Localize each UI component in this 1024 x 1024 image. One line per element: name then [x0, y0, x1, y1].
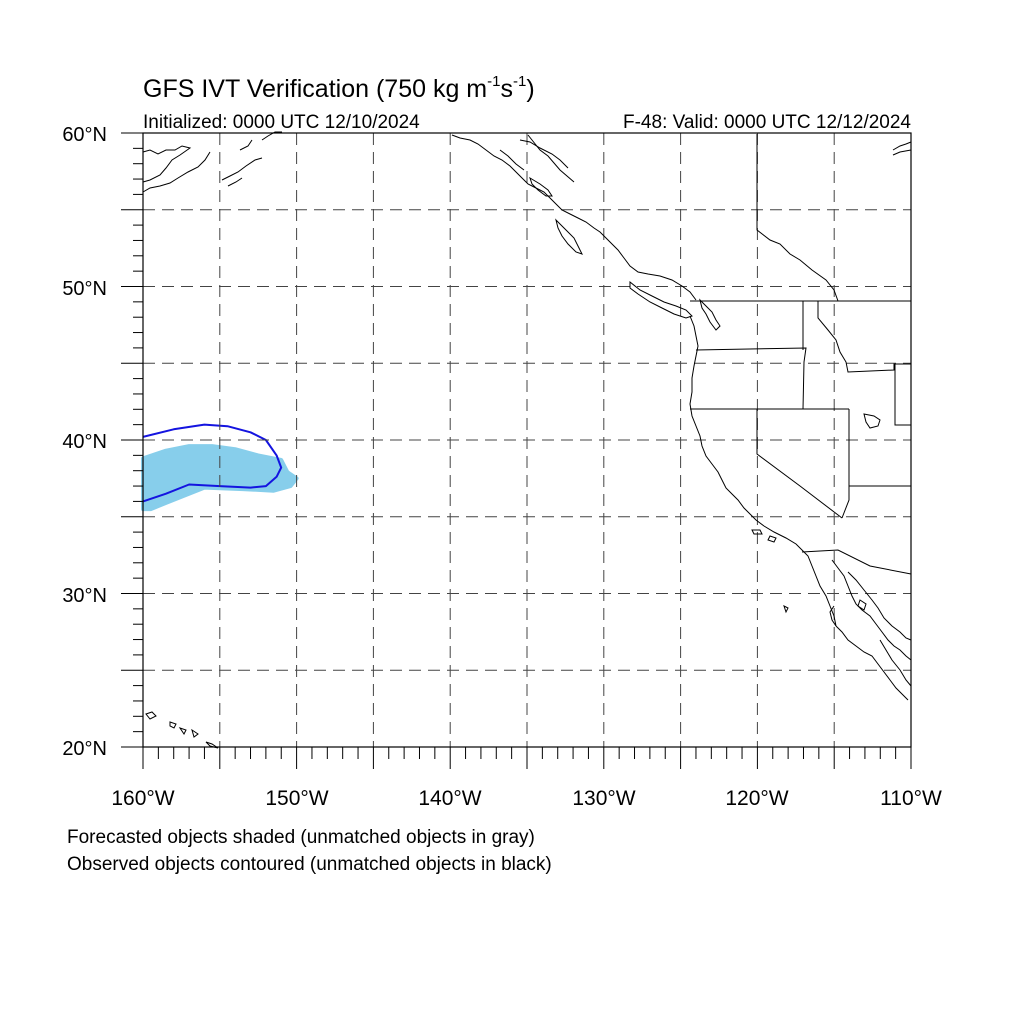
legend-forecast-note: Forecasted objects shaded (unmatched obj…	[67, 827, 535, 848]
lon-label-150w: 150°W	[265, 787, 328, 810]
political-borders	[527, 134, 912, 575]
lon-label-160w: 160°W	[111, 787, 174, 810]
graticule	[143, 133, 911, 747]
legend-observed-note: Observed objects contoured (unmatched ob…	[67, 854, 552, 875]
lon-label-120w: 120°W	[725, 787, 788, 810]
lat-label-60: 60°N	[62, 124, 107, 146]
map-title: GFS IVT Verification (750 kg m-1s-1)	[143, 73, 535, 103]
axis-ticks	[121, 132, 912, 769]
lon-label-110w: 110°W	[880, 787, 942, 810]
lon-label-140w: 140°W	[418, 787, 481, 810]
longitude-labels: 160°W 150°W 140°W 130°W 120°W 110°W	[111, 787, 942, 810]
initialized-label: Initialized: 0000 UTC 12/10/2024	[143, 112, 420, 133]
lat-label-50: 50°N	[62, 278, 107, 300]
lat-label-20: 20°N	[62, 738, 107, 760]
observed-object-contour	[142, 423, 283, 503]
latitude-labels: 60°N 50°N 40°N 30°N 20°N	[62, 124, 107, 760]
lat-label-30: 30°N	[62, 585, 107, 607]
valid-label: F-48: Valid: 0000 UTC 12/12/2024	[623, 112, 911, 133]
lon-label-130w: 130°W	[572, 787, 635, 810]
lat-label-40: 40°N	[62, 431, 107, 453]
coastlines	[142, 131, 912, 749]
